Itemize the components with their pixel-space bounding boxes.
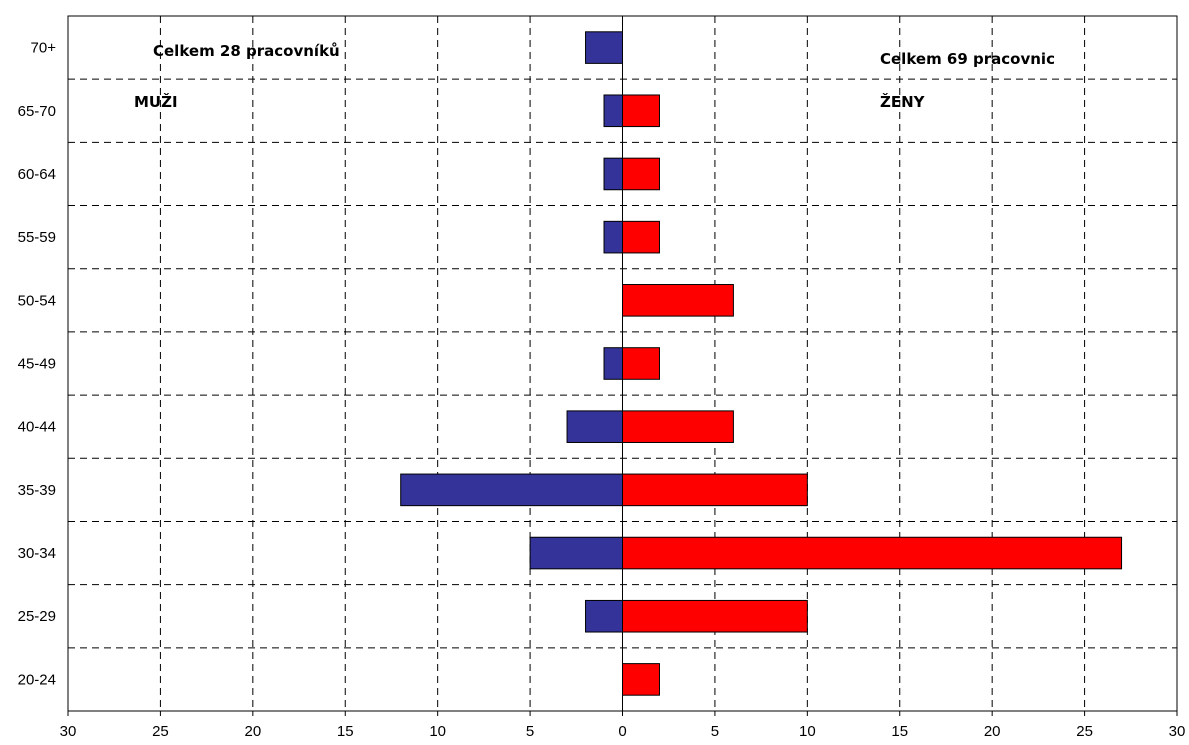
bar-men-65-70 bbox=[603, 94, 623, 128]
x-tick-label: 15 bbox=[891, 723, 908, 740]
x-tick-label: 30 bbox=[60, 723, 77, 740]
y-tick-label: 50-54 bbox=[18, 292, 56, 309]
y-tick-label: 25-29 bbox=[18, 608, 56, 625]
bar-women-65-70 bbox=[622, 94, 660, 128]
bar-men-35-39 bbox=[400, 473, 624, 507]
y-tick-label: 65-70 bbox=[18, 103, 56, 120]
bar-men-55-59 bbox=[603, 220, 623, 254]
bar-men-45-49 bbox=[603, 347, 623, 380]
bar-men-30-34 bbox=[529, 536, 623, 570]
bar-men-70+ bbox=[585, 31, 623, 64]
y-tick-label: 35-39 bbox=[18, 482, 56, 499]
x-tick-label: 10 bbox=[799, 723, 816, 740]
y-axis-tick-labels: 20-24 25-29 30-34 35-39 40-44 45-49 50-54 55-59… bbox=[18, 40, 57, 689]
bar-women-35-39 bbox=[622, 473, 808, 507]
x-tick-label: 5 bbox=[711, 723, 719, 740]
x-tick-label: 20 bbox=[984, 723, 1001, 740]
y-tick-label: 45-49 bbox=[18, 356, 56, 373]
bar-women-40-44 bbox=[622, 410, 734, 443]
bar-women-25-29 bbox=[622, 599, 808, 633]
y-tick-label: 70+ bbox=[31, 40, 57, 57]
x-tick-label: 5 bbox=[526, 723, 534, 740]
bar-women-20-24 bbox=[622, 663, 660, 696]
x-tick-label: 10 bbox=[429, 723, 446, 740]
y-tick-label: 30-34 bbox=[18, 545, 56, 562]
x-axis-tick-labels: 30 25 20 15 10 5 0 5 10 15 20 25 30 bbox=[60, 711, 1186, 740]
women-total-annotation: Celkem 69 pracovnic bbox=[880, 50, 1055, 68]
women-label-annotation: ŽENY bbox=[880, 92, 926, 111]
x-tick-label: 25 bbox=[1076, 723, 1093, 740]
bars bbox=[400, 31, 1123, 696]
x-tick-label: 30 bbox=[1169, 723, 1186, 740]
bar-women-50-54 bbox=[622, 284, 734, 317]
bar-men-40-44 bbox=[566, 410, 623, 443]
men-total-annotation: Celkem 28 pracovníků bbox=[153, 42, 340, 60]
men-label-annotation: MUŽI bbox=[134, 92, 178, 111]
bar-men-60-64 bbox=[603, 157, 623, 191]
x-tick-label: 15 bbox=[337, 723, 354, 740]
bar-women-30-34 bbox=[622, 536, 1123, 570]
y-tick-label: 55-59 bbox=[18, 229, 56, 246]
bar-women-60-64 bbox=[622, 157, 660, 191]
y-tick-label: 20-24 bbox=[18, 671, 56, 688]
x-tick-label: 0 bbox=[618, 723, 626, 740]
x-tick-label: 20 bbox=[244, 723, 261, 740]
bar-men-25-29 bbox=[585, 599, 623, 633]
x-tick-label: 25 bbox=[152, 723, 169, 740]
bar-women-55-59 bbox=[622, 220, 660, 254]
bar-women-45-49 bbox=[622, 347, 660, 380]
y-tick-label: 60-64 bbox=[18, 166, 56, 183]
y-tick-label: 40-44 bbox=[18, 419, 56, 436]
